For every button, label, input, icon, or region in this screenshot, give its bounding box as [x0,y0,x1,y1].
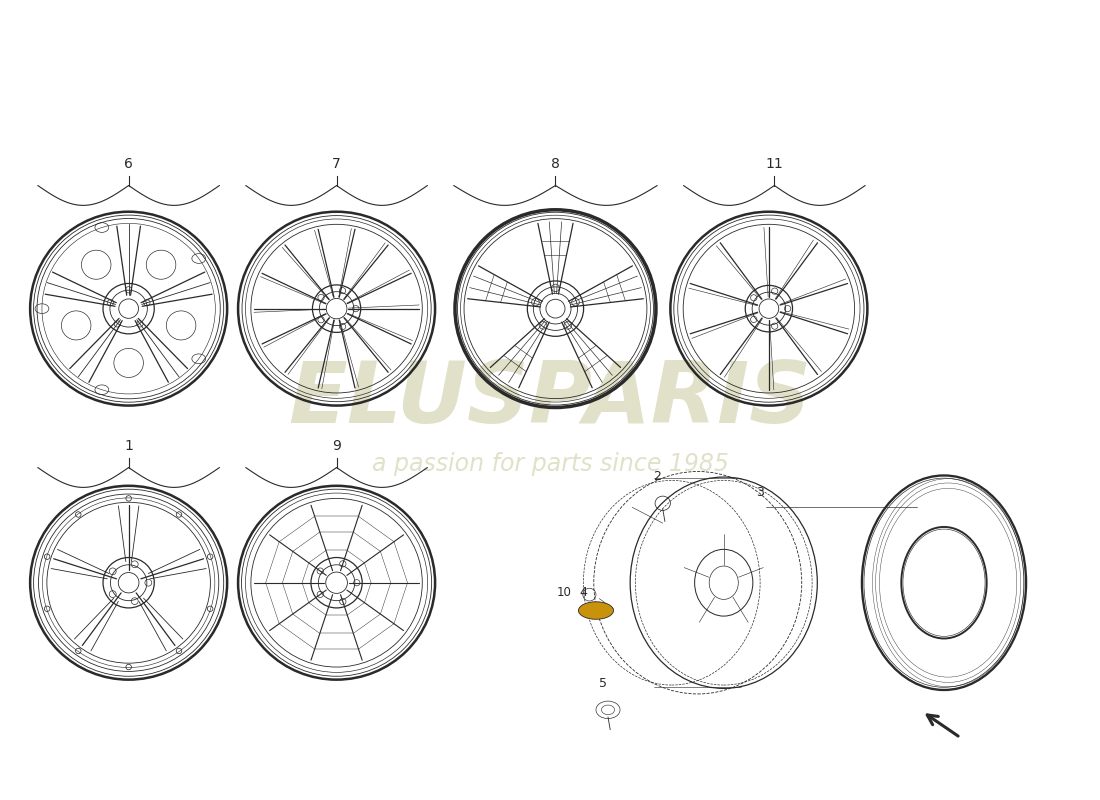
Text: 4: 4 [579,586,586,598]
Text: 3: 3 [756,486,764,499]
Text: 10: 10 [557,586,572,598]
Text: 1: 1 [124,439,133,454]
Text: ELUSPARIS: ELUSPARIS [288,358,812,442]
Text: 6: 6 [124,157,133,171]
Text: 5: 5 [598,677,606,690]
Text: 7: 7 [332,157,341,171]
Text: 11: 11 [766,157,783,171]
Ellipse shape [579,602,614,619]
Text: 9: 9 [332,439,341,454]
Text: 8: 8 [551,157,560,171]
Text: 2: 2 [653,470,661,483]
Text: a passion for parts since 1985: a passion for parts since 1985 [372,451,728,475]
